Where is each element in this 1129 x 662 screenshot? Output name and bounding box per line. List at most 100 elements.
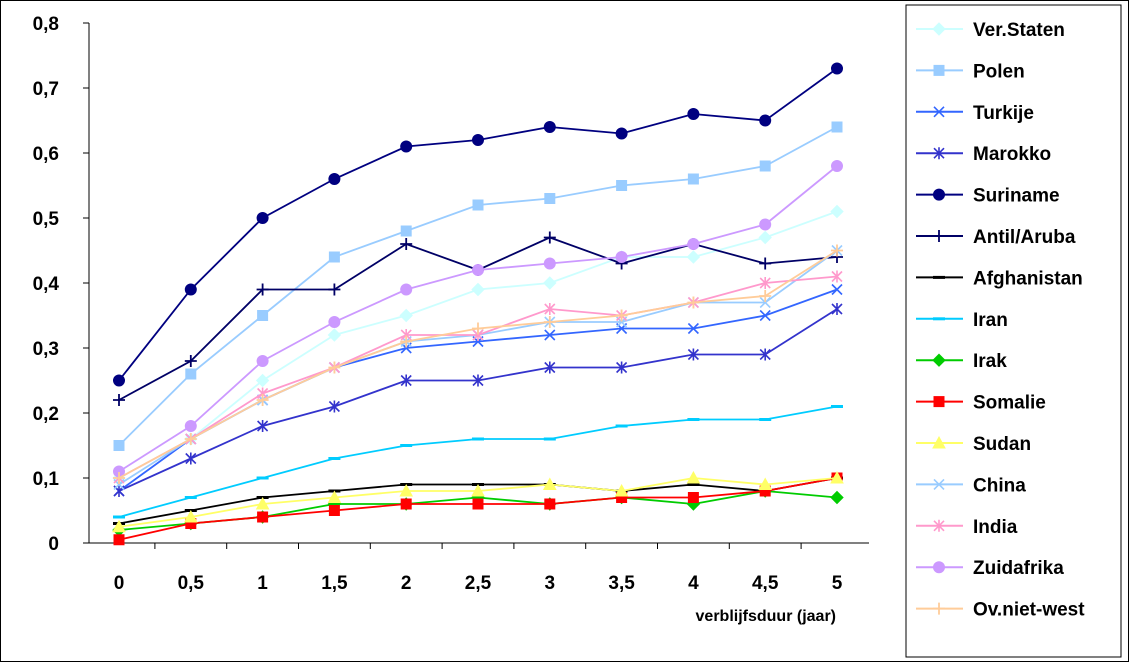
data-point-iran [472,437,484,441]
data-point-sudan [758,477,773,490]
data-point-iran [256,476,269,480]
data-point-sudan [471,483,485,497]
data-point-suriname [831,62,843,75]
legend-item-turkije: Turkije [916,103,1034,124]
data-point-marokko [185,452,197,465]
data-point-zuidafrika [831,160,843,172]
series-zuidafrika [113,160,843,478]
legend-marker [933,561,945,574]
data-point-turkije [687,322,699,335]
legend-item-somalie: Somalie [916,393,1046,414]
x-tick-label: 3,5 [608,573,635,594]
legend-label: Suriname [973,186,1060,207]
legend-item-sudan: Sudan [916,434,1031,455]
data-point-polen [616,180,628,191]
data-point-suriname [615,127,628,140]
data-point-marokko [257,420,269,432]
data-point-antil-aruba [543,231,556,244]
data-point-zuidafrika [687,238,700,250]
data-point-suriname [400,140,413,153]
legend: Ver.Staten Polen Turkije Marokko Suriname Ant… [905,4,1122,658]
series-sudan [112,470,844,533]
legend-marker [933,188,945,201]
legend-item-china: China [916,475,1026,496]
data-point-marokko [616,361,628,374]
y-tick-label: 0,6 [33,144,59,165]
y-tick-label: 0,8 [33,14,59,35]
data-point-ver-staten [830,204,844,219]
data-point-zuidafrika [256,355,269,367]
y-tick-label: 0,3 [33,339,59,360]
legend-marker [933,317,945,321]
legend-label: Antil/Aruba [973,227,1076,248]
legend-marker [933,230,945,242]
data-point-zuidafrika [400,283,413,296]
x-tick-label: 0,5 [178,573,205,594]
series-marokko [113,303,843,497]
data-point-antil-aruba [328,283,341,296]
data-point-ov-niet-west [256,394,269,406]
legend-label: Turkije [973,103,1034,124]
data-point-suriname [328,173,341,185]
data-point-sudan [614,483,629,497]
data-point-ov-niet-west [615,309,628,322]
x-tick-label: 4,5 [752,573,779,594]
legend-item-irak: Irak [916,351,1007,372]
data-point-polen [687,173,699,185]
series-line-zuidafrika [118,165,838,473]
data-point-zuidafrika [472,264,484,276]
x-tick-label: 1 [257,573,268,594]
x-tick-label: 2 [401,573,412,594]
data-point-ov-niet-west [687,296,700,309]
data-point-iran [831,405,843,408]
legend-item-afghanistan: Afghanistan [916,268,1083,289]
data-point-polen [113,440,125,451]
legend-marker [933,106,945,118]
data-point-ov-niet-west [400,335,413,348]
series-polen [113,121,843,451]
data-point-ov-niet-west [543,316,556,328]
data-point-ov-niet-west [831,244,843,257]
data-point-marokko [759,348,771,361]
legend-label: China [973,475,1026,496]
data-point-somalie [400,498,412,510]
data-point-sudan [686,470,701,484]
data-point-polen [185,368,197,380]
legend-item-marokko: Marokko [916,144,1051,165]
data-point-somalie [113,534,125,546]
data-point-somalie [472,498,484,510]
series-iran [113,405,843,519]
legend-label: Sudan [973,434,1031,455]
data-point-antil-aruba [184,355,197,367]
data-point-india [759,277,771,289]
data-point-iran [687,418,700,421]
legend-marker [933,602,945,615]
legend-marker [932,435,946,449]
data-point-zuidafrika [328,316,341,328]
series-suriname [113,62,843,387]
data-point-turkije [831,283,843,296]
data-point-sudan [542,477,557,490]
data-point-ver-staten [543,276,557,290]
data-point-ov-niet-west [328,361,341,374]
legend-marker [932,353,946,367]
data-point-suriname [472,134,484,146]
data-point-zuidafrika [615,251,628,263]
data-point-zuidafrika [759,218,772,231]
legend-item-suriname: Suriname [916,186,1060,207]
data-point-ver-staten [255,373,270,388]
legend-item-zuidafrika: Zuidafrika [916,558,1064,579]
legend-marker [932,22,946,36]
legend-label: Iran [973,310,1008,331]
data-point-marokko [687,348,699,361]
data-point-marokko [472,374,484,387]
data-point-irak [830,490,844,505]
data-point-ov-niet-west [113,472,125,484]
data-point-turkije [759,309,771,322]
x-tick-label: 2,5 [465,573,492,594]
legend-item-ov-niet-west: Ov.niet-west [916,600,1085,621]
x-tick-label: 5 [832,573,843,594]
data-point-antil-aruba [256,283,269,296]
